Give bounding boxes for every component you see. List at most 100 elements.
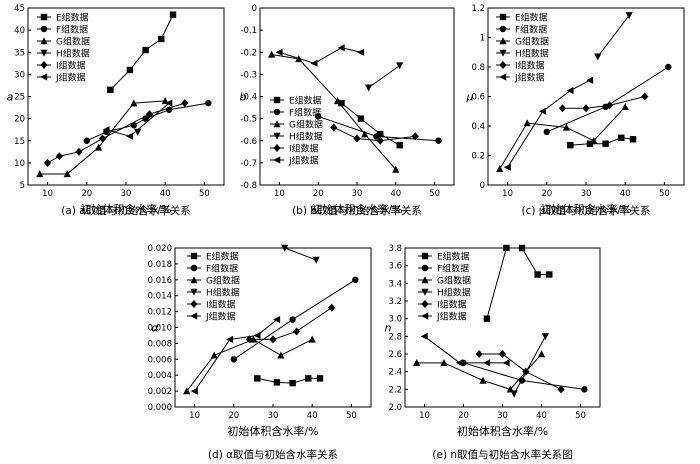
data-point <box>411 132 419 141</box>
series-3 <box>268 50 400 173</box>
y-tick-label: 2.8 <box>388 332 402 342</box>
x-tick-label: 40 <box>307 411 318 421</box>
y-tick-label: 45 <box>14 4 25 14</box>
legend-marker <box>499 13 507 21</box>
data-point <box>181 99 189 108</box>
y-tick-label: -0.2 <box>240 48 257 58</box>
data-point <box>107 86 114 94</box>
x-tick-label: 20 <box>313 189 324 199</box>
legend-label: E组数据 <box>206 251 239 263</box>
x-tick-label: 40 <box>536 411 547 421</box>
x-tick-label: 10 <box>274 189 285 199</box>
series-1 <box>107 11 177 94</box>
legend-label: H组数据 <box>515 48 549 60</box>
legend-label: G组数据 <box>515 36 549 48</box>
series-5 <box>330 123 419 145</box>
y-tick-label: 0.2 <box>471 152 485 162</box>
data-point <box>357 48 365 56</box>
series-2 <box>230 276 359 363</box>
legend-label: E组数据 <box>56 12 89 24</box>
series-line <box>279 47 361 64</box>
legend-label: I组数据 <box>437 299 467 311</box>
legend-marker <box>40 13 48 21</box>
y-tick-label: -0.6 <box>240 137 257 147</box>
data-point <box>483 315 491 322</box>
data-point <box>594 53 602 61</box>
data-point <box>281 244 289 252</box>
data-point <box>537 350 546 358</box>
data-point <box>392 165 400 173</box>
legend-marker <box>40 25 48 33</box>
legend-marker <box>273 96 281 104</box>
data-point <box>36 170 44 178</box>
legend-marker <box>273 120 281 128</box>
data-point <box>503 244 510 252</box>
series-3 <box>36 97 169 178</box>
data-point <box>83 137 91 144</box>
legend-marker <box>40 37 48 45</box>
data-point <box>273 379 281 386</box>
y-tick-label: 0.4 <box>471 122 485 132</box>
legend-marker <box>190 276 198 284</box>
x-tick-label: 30 <box>268 411 279 421</box>
series-line <box>109 14 174 91</box>
series-1 <box>483 244 553 322</box>
data-point <box>498 350 507 358</box>
x-axis-label: 初始体积含水率/% <box>540 202 631 216</box>
y-tick-label: 10 <box>14 159 25 169</box>
data-point <box>562 123 570 131</box>
data-point <box>55 152 63 161</box>
legend-marker <box>190 264 198 272</box>
data-point <box>205 99 212 107</box>
y-tick-label: 2.2 <box>388 385 402 395</box>
y-tick-label: 0.016 <box>148 276 172 286</box>
data-point <box>413 359 421 367</box>
data-point <box>503 163 511 171</box>
y-axis-label: α <box>151 322 159 335</box>
legend-label: I组数据 <box>56 60 86 72</box>
series-5 <box>245 303 336 344</box>
data-point <box>145 110 154 119</box>
x-tick-label: 20 <box>228 411 239 421</box>
legend-label: H组数据 <box>437 287 471 299</box>
data-point <box>245 335 254 344</box>
y-tick-label: 0.014 <box>148 292 172 302</box>
legend-label: J组数据 <box>55 72 86 84</box>
y-tick-label: 0.008 <box>148 339 172 349</box>
data-point <box>396 141 403 149</box>
x-tick-label: 40 <box>390 189 401 199</box>
data-point <box>126 66 134 74</box>
data-point <box>396 62 404 70</box>
data-point <box>315 113 322 120</box>
legend-marker <box>421 300 429 308</box>
legend-label: E组数据 <box>515 12 548 24</box>
series-6 <box>503 76 594 171</box>
x-tick-label: 20 <box>458 411 469 421</box>
legend-marker <box>421 252 429 260</box>
data-point <box>435 137 442 144</box>
data-point <box>365 84 373 92</box>
series-6 <box>420 332 510 367</box>
data-point <box>582 104 590 113</box>
data-point <box>518 244 526 252</box>
data-point <box>126 132 134 140</box>
data-point <box>534 271 541 278</box>
y-tick-label: 0.018 <box>148 260 172 270</box>
data-point <box>483 359 491 367</box>
data-point <box>44 158 52 167</box>
data-point <box>352 276 359 283</box>
chart-caption: (e) n取值与初始含水率关系图 <box>432 448 572 461</box>
series-line <box>597 15 630 57</box>
series-2 <box>543 63 672 136</box>
data-point <box>337 44 345 52</box>
y-tick-label: 0.8 <box>471 63 485 73</box>
series-4 <box>510 333 549 398</box>
legend-marker <box>499 25 507 33</box>
data-point <box>226 335 234 344</box>
data-point <box>63 170 71 178</box>
data-point <box>268 50 276 58</box>
data-point <box>190 387 198 395</box>
